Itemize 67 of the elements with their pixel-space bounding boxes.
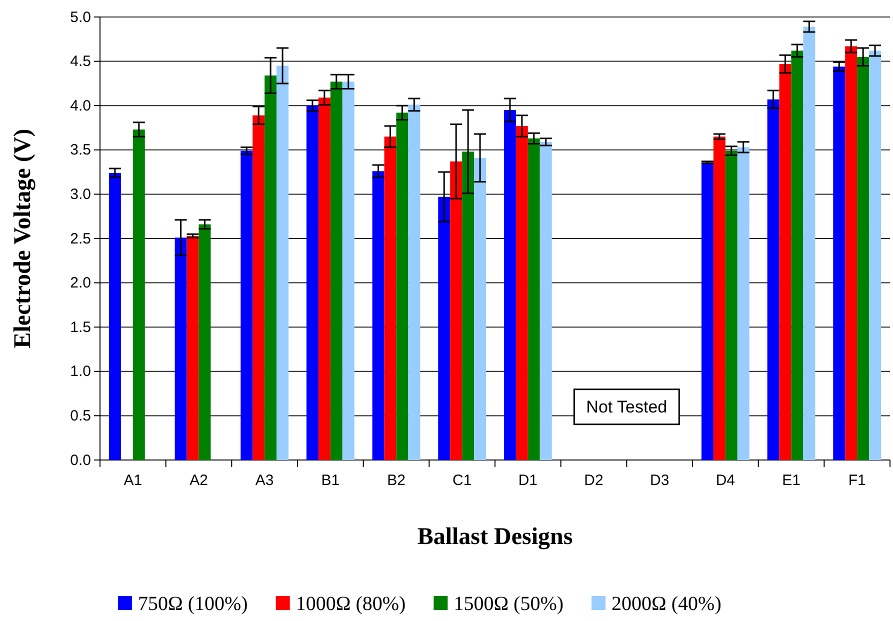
x-tick-label: A2 — [190, 472, 208, 489]
x-tick-label: A3 — [255, 472, 274, 489]
bar — [276, 66, 289, 460]
bar — [306, 106, 318, 460]
bar — [869, 50, 882, 460]
bar — [833, 66, 846, 460]
y-tick-label: 1.0 — [70, 363, 91, 380]
bar — [186, 236, 199, 460]
bar — [737, 147, 750, 460]
bar — [528, 138, 540, 460]
y-tick-label: 0.0 — [70, 452, 91, 469]
bar — [701, 162, 714, 460]
bar — [767, 99, 780, 460]
y-tick-label: 1.5 — [70, 318, 91, 336]
bar — [396, 112, 408, 460]
x-tick-label: A1 — [124, 472, 142, 489]
y-tick-label: 3.5 — [70, 142, 91, 159]
bar — [474, 158, 486, 460]
x-tick-label: E1 — [782, 472, 800, 489]
y-tick-label: 4.0 — [70, 97, 91, 114]
bar — [174, 238, 187, 460]
bar — [450, 161, 462, 460]
bar — [516, 126, 528, 460]
x-axis-title: Ballast Designs — [417, 524, 573, 550]
y-tick-label: 2.0 — [70, 274, 91, 292]
bar — [725, 150, 738, 460]
bar — [108, 172, 121, 460]
bar — [330, 82, 342, 460]
bar — [540, 142, 552, 460]
bar — [504, 110, 516, 460]
y-axis-title: Electrode Voltage (V) — [10, 128, 36, 348]
x-tick-label: C1 — [452, 472, 472, 489]
x-tick-label: B2 — [387, 472, 406, 489]
bar — [857, 56, 870, 460]
bar — [240, 150, 253, 460]
bar — [264, 75, 277, 460]
annotation: Not Tested — [586, 397, 668, 416]
bar — [132, 130, 145, 460]
bar — [252, 115, 265, 460]
legend-label: 750Ω (100%) — [138, 593, 248, 615]
x-tick-label: D3 — [650, 472, 670, 489]
y-tick-label: 5.0 — [70, 8, 91, 26]
bar — [845, 46, 858, 460]
x-tick-label: B1 — [321, 472, 340, 489]
bar — [318, 98, 330, 460]
x-tick-label: D1 — [518, 472, 538, 489]
bar — [408, 104, 420, 460]
legend-label: 1500Ω (50%) — [454, 593, 564, 615]
legend-label: 1000Ω (80%) — [296, 593, 406, 615]
y-tick-label: 4.5 — [70, 53, 91, 70]
y-tick-label: 0.5 — [70, 408, 91, 424]
y-tick-label: 2.5 — [70, 230, 91, 248]
x-tick-label: D2 — [584, 472, 604, 489]
bar — [372, 171, 384, 460]
bar — [384, 136, 396, 460]
bar — [438, 196, 450, 460]
bar — [803, 26, 816, 460]
x-tick-label: D4 — [716, 472, 736, 489]
bar — [342, 82, 354, 460]
x-tick-label: F1 — [848, 472, 866, 489]
bar — [462, 152, 474, 460]
y-tick-label: 3.0 — [70, 186, 91, 203]
bar — [779, 64, 792, 460]
bar — [791, 50, 804, 460]
legend-label: 2000Ω (40%) — [612, 593, 722, 615]
bar — [713, 136, 726, 460]
bar — [198, 224, 211, 460]
